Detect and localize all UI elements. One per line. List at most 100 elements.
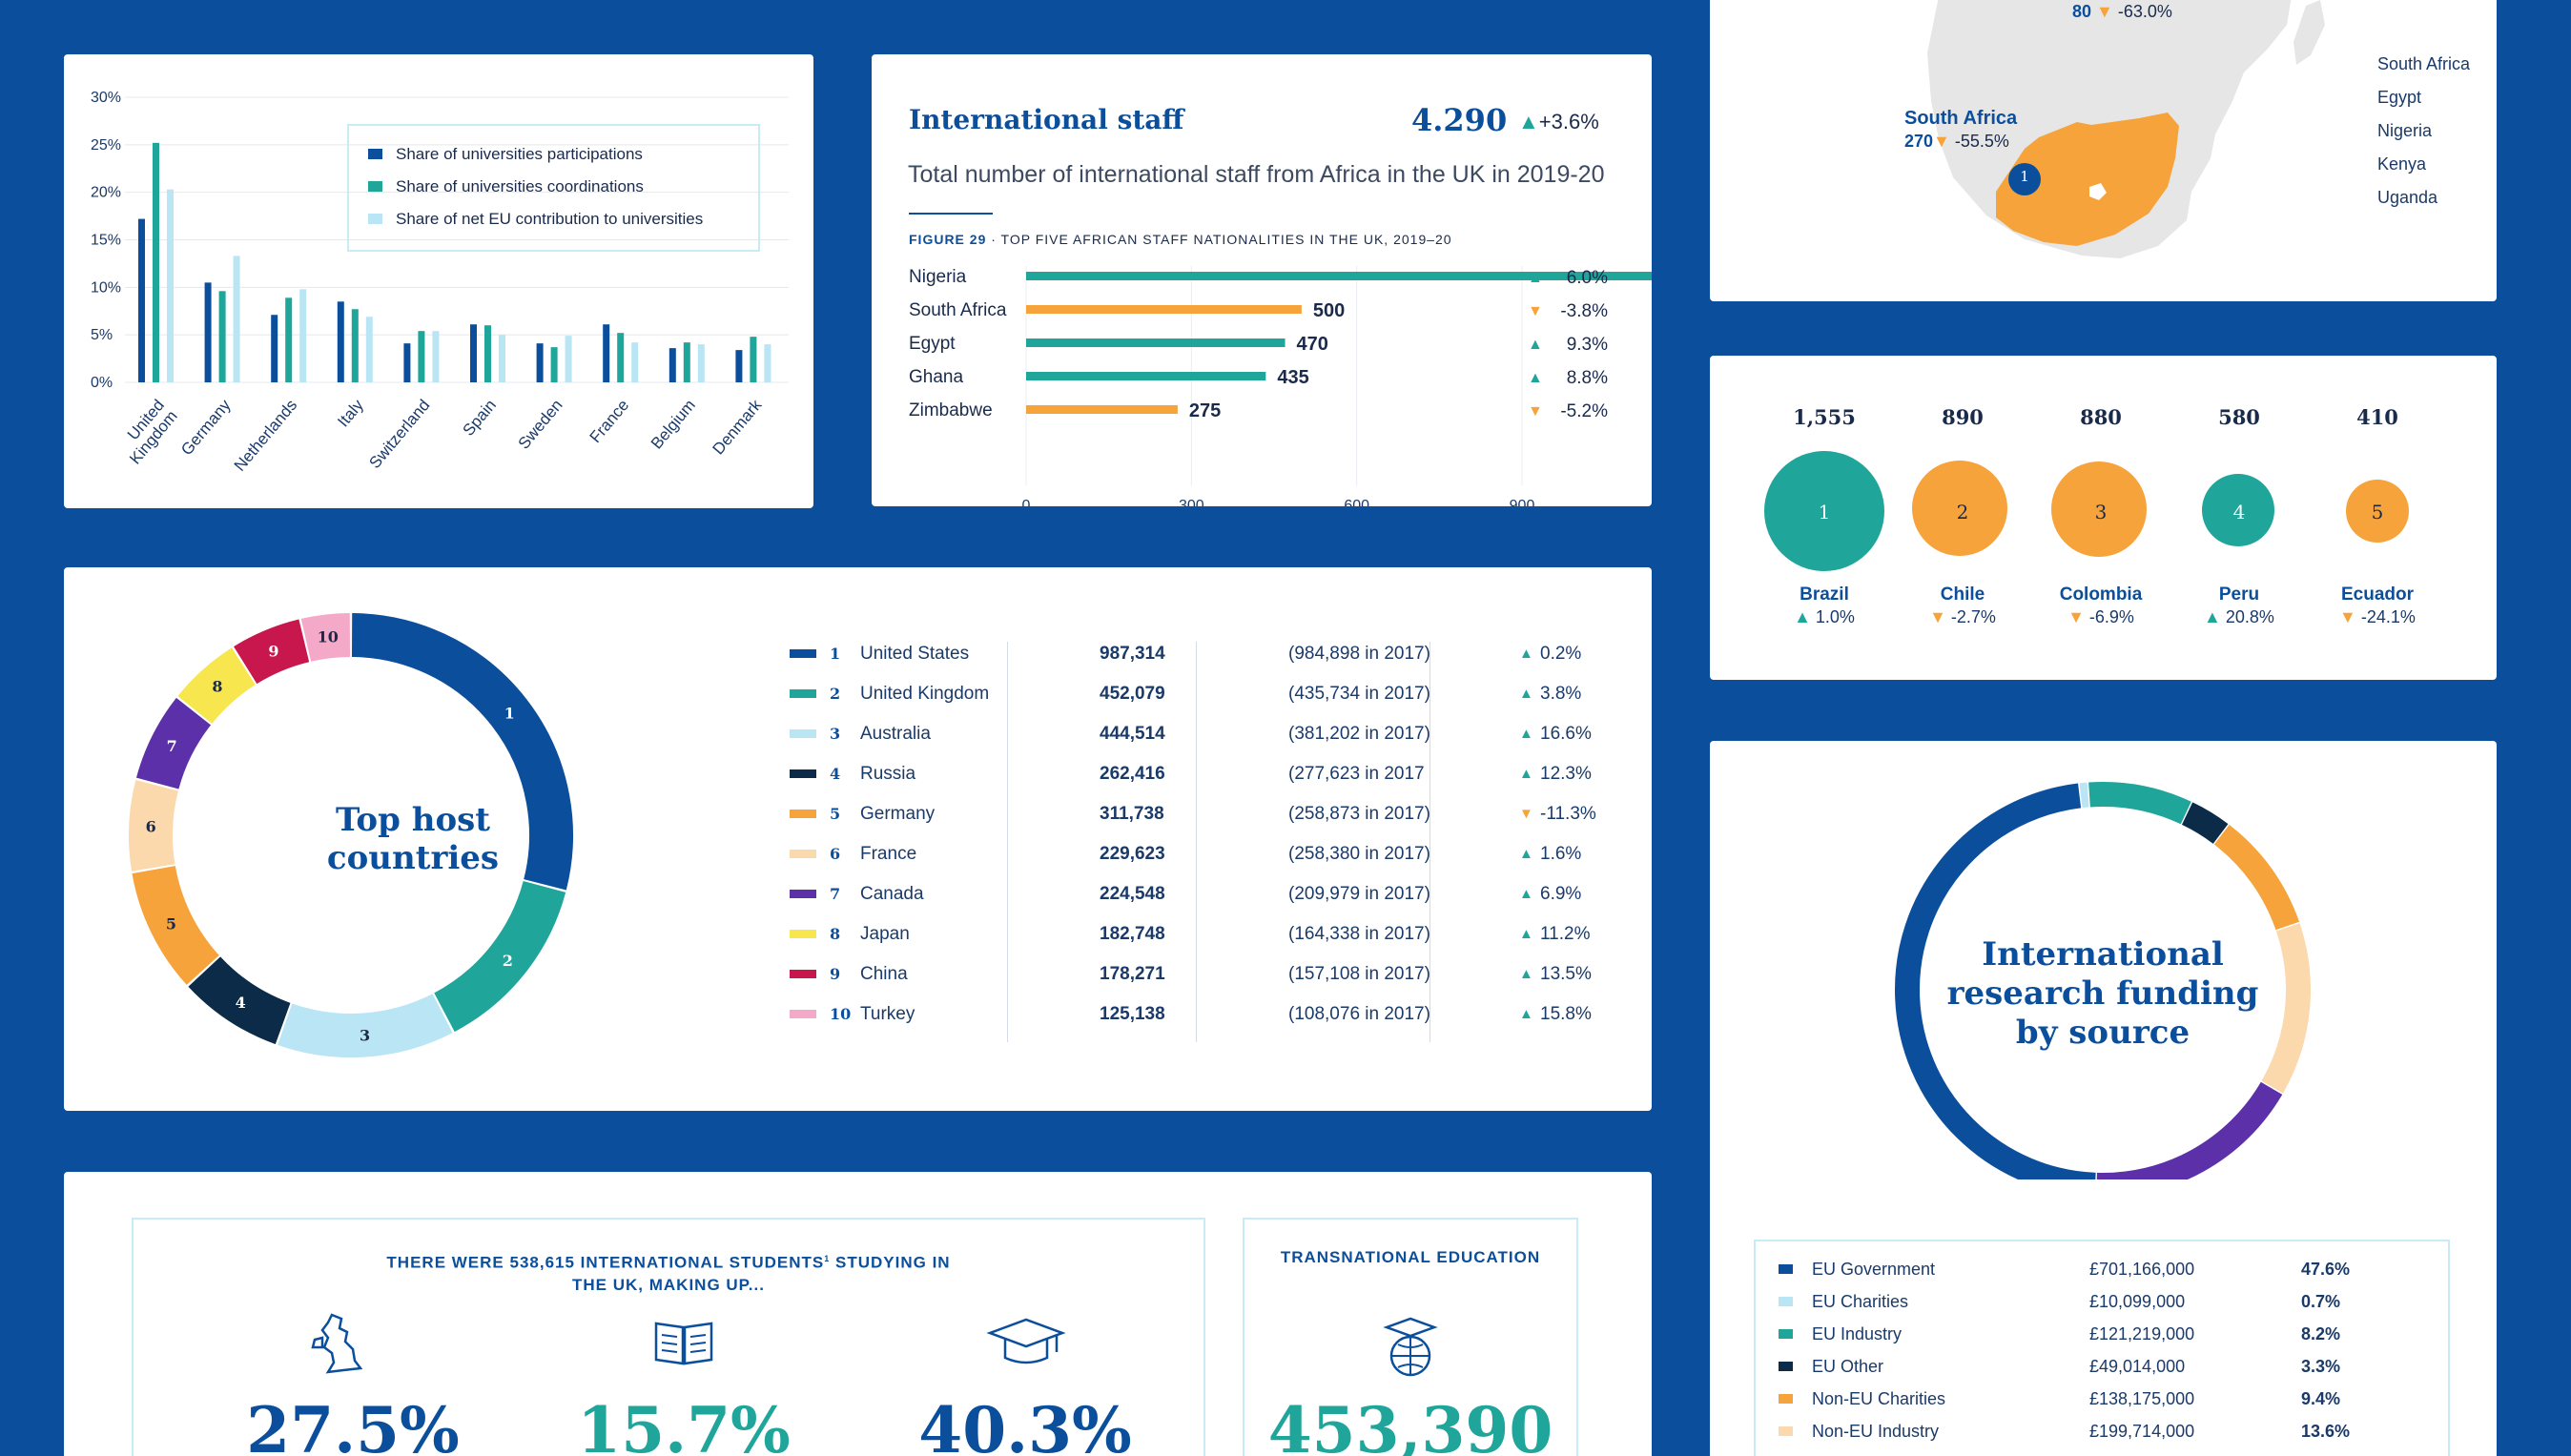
down-arrow-icon: ▼ <box>2067 607 2085 626</box>
bar <box>470 324 477 382</box>
rank: 8 <box>830 925 841 943</box>
table-row: 7 Canada 224,548 (209,979 in 2017) ▲ 6.9% <box>727 874 1585 914</box>
donut-segment <box>135 697 212 790</box>
bubble-value: 410 <box>2356 405 2398 429</box>
column-divider <box>1196 642 1197 1042</box>
x-tick-label: Spain <box>460 396 501 440</box>
x-tick-label: 600 <box>1344 498 1369 506</box>
bubble-change: ▲ 20.8% <box>2204 607 2274 626</box>
donut-rotation <box>1895 782 2311 1179</box>
bar <box>617 333 625 382</box>
previous-value: (258,380 in 2017) <box>1288 844 1430 864</box>
x-tick-word: Italy <box>334 396 367 430</box>
table-row: EU Charities £10,099,000 0.7% <box>1779 1285 2427 1318</box>
bubble-change: ▲ 1.0% <box>1794 607 1855 626</box>
x-tick-label: 300 <box>1179 498 1204 506</box>
down-arrow-icon: ▼ <box>2339 607 2356 626</box>
participation-chart-card: 30% 25% 20% 15% 10% 5% 0% UnitedKingdom Germany N… <box>64 54 813 508</box>
segment-label: 8 <box>212 677 222 695</box>
down-arrow-icon: ▼ <box>1528 303 1543 319</box>
x-tick-label: France <box>586 396 633 446</box>
donut-segment <box>132 865 220 985</box>
legend-label: Share of net EU contribution to universi… <box>396 210 704 228</box>
swatch-color <box>790 890 816 898</box>
swatch-color <box>1779 1329 1793 1339</box>
swatch-color <box>1779 1297 1793 1306</box>
bubble-item: 890 2 Chile ▼ -2.7% <box>1891 356 2034 680</box>
source-name: EU Government <box>1812 1260 1936 1279</box>
row-label: Nigeria <box>909 267 967 287</box>
bubble-value: 880 <box>2080 405 2122 429</box>
bar <box>550 347 558 382</box>
source-name: EU Industry <box>1812 1324 1903 1343</box>
country-list-item: South Africa <box>2377 54 2471 73</box>
data-label: 470 <box>1297 334 1328 355</box>
bubble-name: Colombia <box>2059 584 2143 605</box>
rank: 7 <box>830 885 841 903</box>
swatch-color <box>790 729 816 738</box>
change: 12.3% <box>1540 764 1592 784</box>
value: 444,514 <box>1100 724 1165 744</box>
up-arrow-icon: ▲ <box>1519 926 1533 942</box>
value: 452,079 <box>1100 684 1165 704</box>
legend-label: Share of universities participations <box>396 145 643 163</box>
country-name: France <box>860 844 917 864</box>
donut-segment <box>433 880 566 1033</box>
table-row: EU Other £49,014,000 3.3% <box>1779 1350 2427 1383</box>
bar <box>1026 405 1178 414</box>
funding-table: EU Government £701,166,000 47.6% EU Chariti… <box>1779 1253 2427 1456</box>
amount: £10,099,000 <box>2089 1292 2186 1311</box>
data-label: 500 <box>1313 300 1345 321</box>
donut-segment <box>2181 802 2229 844</box>
x-tick-label: Germany <box>177 396 235 459</box>
x-tick-word: Spain <box>460 396 501 440</box>
bubble-rank: 1 <box>1818 501 1831 523</box>
x-tick-label: Switzerland <box>365 396 433 472</box>
stat-value: 40.3% <box>918 1393 1132 1456</box>
table-row: 1 United States 987,314 (984,898 in 2017) ▲ 0… <box>727 634 1585 674</box>
bubble-value: 580 <box>2218 405 2260 429</box>
bar <box>432 331 440 382</box>
bubble-item: 1,555 1 Brazil ▲ 1.0% <box>1753 356 1896 680</box>
book-icon <box>654 1322 713 1365</box>
segment-label: 9 <box>268 642 278 660</box>
swatch-color <box>790 970 816 978</box>
rank: 9 <box>830 965 841 983</box>
up-arrow-icon: ▲ <box>1519 886 1533 902</box>
x-tick-label: Denmark <box>710 396 766 458</box>
up-arrow-icon: ▲ <box>1794 607 1811 626</box>
donut-segment <box>2079 782 2089 809</box>
bubble-circle <box>2346 480 2409 543</box>
row-label: South Africa <box>909 300 1007 320</box>
previous-value: (258,873 in 2017) <box>1288 804 1430 824</box>
swatch-color <box>790 1010 816 1018</box>
table-row: EU Industry £121,219,000 8.2% <box>1779 1318 2427 1350</box>
value: 182,748 <box>1100 924 1165 944</box>
rank: 4 <box>830 765 841 783</box>
globe-cap-icon <box>1383 1317 1438 1377</box>
up-arrow-icon: ▲ <box>1519 646 1533 662</box>
tne-value: 453,390 <box>1267 1393 1553 1456</box>
previous-value: (435,734 in 2017) <box>1288 684 1430 704</box>
bar <box>204 282 212 382</box>
x-tick-word: Germany <box>177 396 235 459</box>
value: 311,738 <box>1100 804 1164 824</box>
x-tick-word: Denmark <box>710 396 766 458</box>
swatch-color <box>790 810 816 818</box>
bubble-value: 1,555 <box>1793 405 1856 429</box>
data-label: 435 <box>1277 367 1308 388</box>
table-row: 9 China 178,271 (157,108 in 2017) ▲ 13.5% <box>727 954 1592 995</box>
host-table: 1 United States 987,314 (984,898 in 2017) ▲ 0… <box>727 634 1596 1054</box>
table-row: EU Government £701,166,000 47.6% <box>1779 1253 2427 1285</box>
staff-change: ▲+3.6% <box>1518 110 1599 133</box>
rank: 1 <box>830 645 841 663</box>
bubble-circle <box>1912 461 2007 556</box>
divider <box>909 213 993 215</box>
uk-map-icon <box>311 1313 363 1374</box>
bar <box>233 256 240 382</box>
y-tick-label: 0% <box>91 375 113 391</box>
value: 229,623 <box>1100 844 1165 864</box>
y-tick-label: 25% <box>91 137 121 154</box>
x-tick-word: Netherlands <box>231 396 300 474</box>
y-tick-label: 15% <box>91 233 121 249</box>
